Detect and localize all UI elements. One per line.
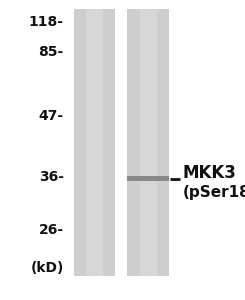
Bar bbox=[86, 9, 103, 276]
Text: (kD): (kD) bbox=[30, 262, 64, 275]
Text: 118-: 118- bbox=[29, 16, 64, 29]
Text: 26-: 26- bbox=[38, 223, 64, 236]
Text: 36-: 36- bbox=[39, 170, 64, 184]
Bar bbox=[74, 9, 115, 276]
Bar bbox=[127, 9, 169, 276]
Text: MKK3: MKK3 bbox=[183, 164, 236, 181]
Text: 85-: 85- bbox=[38, 46, 64, 59]
Text: (pSer189): (pSer189) bbox=[183, 184, 245, 200]
Bar bbox=[127, 176, 169, 181]
Text: 47-: 47- bbox=[38, 109, 64, 122]
Bar bbox=[140, 9, 157, 276]
